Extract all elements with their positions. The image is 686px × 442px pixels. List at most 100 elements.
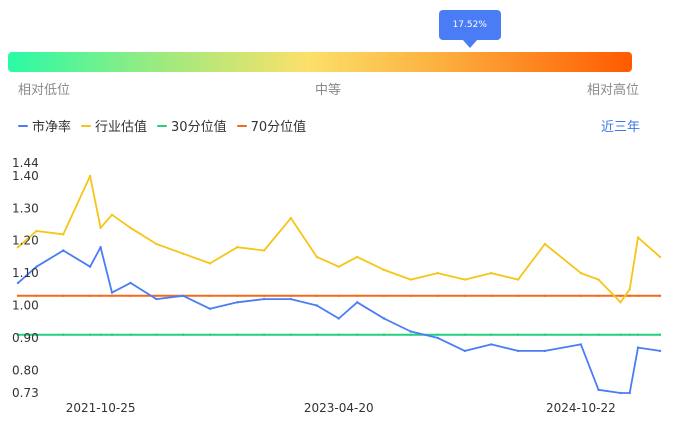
series-2-point <box>597 278 600 281</box>
series-3-point <box>409 333 412 336</box>
series-2-point <box>636 236 640 239</box>
legend-label-p30: 30分位值 <box>171 120 227 135</box>
series-2-point <box>579 271 583 275</box>
percentile-marker-label: 17.52% <box>452 20 487 30</box>
legend-item-industry[interactable]: 行业估值 <box>81 116 147 135</box>
series-1-point <box>236 301 239 304</box>
gauge-label-high: 相对高位 <box>586 83 639 98</box>
series-2-point <box>289 216 293 220</box>
x-tick-label: 2021-10-25 <box>66 401 136 415</box>
y-tick-label: 1.10 <box>12 266 39 280</box>
series-1-point <box>88 265 92 268</box>
series-2-point <box>619 301 622 304</box>
series-1-point <box>636 346 640 349</box>
series-4-point <box>337 294 340 297</box>
series-3-point <box>16 333 20 336</box>
series-2-point <box>35 229 38 233</box>
y-tick-label: 1.20 <box>12 234 39 248</box>
series-1-point <box>289 297 293 301</box>
y-tick-label: 0.73 <box>12 386 39 400</box>
series-4-point <box>236 294 239 297</box>
series-3-point <box>62 333 65 336</box>
series-2-point <box>129 226 132 229</box>
series-4-point <box>16 294 20 297</box>
series-1-point <box>628 391 631 395</box>
series-1-point <box>337 317 340 320</box>
series-3-point <box>628 333 631 336</box>
series-2-point <box>516 278 520 281</box>
series-1-point <box>16 281 20 285</box>
range-selector-button[interactable]: 近三年 <box>600 120 640 135</box>
x-tick-label: 2024-10-22 <box>546 401 616 415</box>
series-4-point <box>99 294 102 297</box>
series-3-point <box>262 333 266 336</box>
legend-label-industry: 行业估值 <box>95 120 148 135</box>
y-tick-label: 1.44 <box>12 156 39 170</box>
legend-item-p70[interactable]: 70分位值 <box>236 116 307 135</box>
legend-swatch-pb <box>18 124 28 127</box>
series-2-point <box>436 271 439 275</box>
percentile-marker: 17.52% <box>438 10 501 48</box>
series-1-point <box>155 297 158 301</box>
series-3-point <box>579 333 583 336</box>
legend-label-p70: 70分位值 <box>250 120 307 135</box>
series-4-point <box>315 294 318 297</box>
series-2-point <box>315 255 318 259</box>
legend-item-pb[interactable]: 市净率 <box>18 116 71 135</box>
x-tick-label: 2023-04-20 <box>304 401 374 415</box>
y-tick-label: 0.80 <box>12 363 39 377</box>
legend-item-p30[interactable]: 30分位值 <box>157 116 227 135</box>
series-4-point <box>409 294 412 297</box>
series-2-point <box>155 242 158 246</box>
series-2-point <box>88 174 92 178</box>
series-1-point <box>182 294 185 297</box>
series-1-point <box>382 317 386 320</box>
chart-legend: 市净率 行业估值 30分位值 70分位值 <box>18 116 306 135</box>
series-1-point <box>356 301 359 304</box>
series-1-point <box>436 336 439 340</box>
series-1-point <box>490 343 493 346</box>
series-4-point <box>543 294 547 297</box>
series-4-point <box>208 294 212 297</box>
series-3-point <box>315 333 318 336</box>
series-1-point <box>110 291 114 294</box>
series-2-point <box>382 268 386 272</box>
series-1-point <box>129 281 132 285</box>
series-4-point <box>579 294 583 297</box>
series-3-point <box>436 333 439 336</box>
series-3-point <box>356 333 359 336</box>
y-tick-label: 0.90 <box>12 331 39 345</box>
series-2-point <box>16 246 20 249</box>
series-3-point <box>208 333 212 336</box>
legend-swatch-p70 <box>236 124 247 127</box>
series-4-point <box>628 294 631 297</box>
series-4-point <box>436 294 439 297</box>
series-3-point <box>35 333 38 336</box>
series-1-point <box>62 249 65 252</box>
series-4-point <box>155 294 158 297</box>
series-3-point <box>337 333 340 336</box>
series-2-point <box>628 288 631 291</box>
series-3-point <box>543 333 547 336</box>
series-1-point <box>658 349 662 353</box>
series-3-point <box>463 333 467 336</box>
y-tick-label: 1.40 <box>12 169 39 183</box>
series-2-point <box>182 252 185 255</box>
series-1-point <box>579 343 583 346</box>
series-3-point <box>289 333 293 336</box>
y-tick-label: 1.00 <box>12 299 39 313</box>
series-1-point <box>99 246 102 249</box>
legend-label-pb: 市净率 <box>32 120 72 135</box>
series-4-point <box>619 294 622 297</box>
legend-swatch-p30 <box>157 124 168 127</box>
series-2-point <box>658 255 662 259</box>
series-4-point <box>516 294 520 297</box>
series-3-point <box>516 333 520 336</box>
series-2-point <box>62 233 65 236</box>
series-3-point <box>619 333 622 336</box>
series-4-point <box>110 294 114 297</box>
series-4-point <box>382 294 386 297</box>
series-4-point <box>35 294 38 297</box>
series-2-point <box>463 278 467 281</box>
